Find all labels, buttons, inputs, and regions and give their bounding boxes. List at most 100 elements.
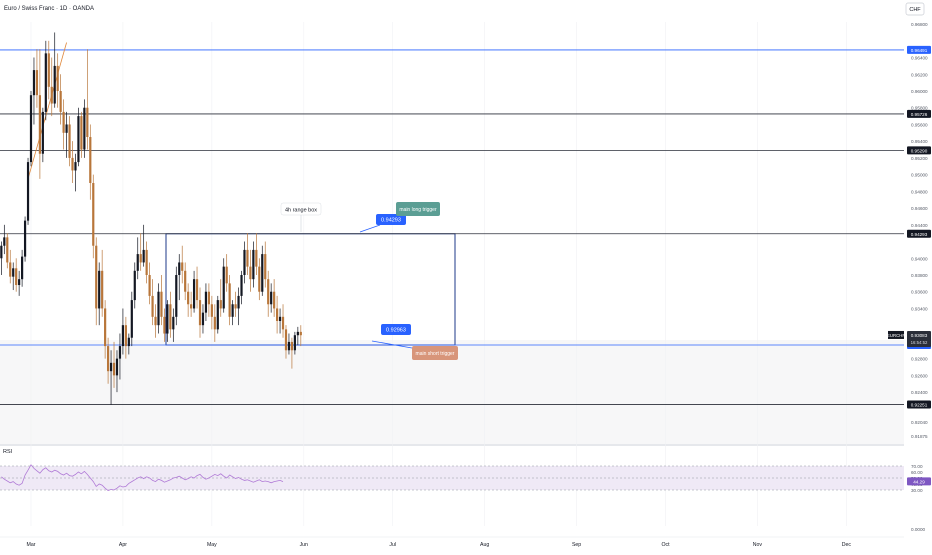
- candle-body[interactable]: [68, 124, 71, 158]
- candle-body[interactable]: [41, 111, 44, 154]
- short-trigger-note[interactable]: [412, 346, 458, 360]
- candle-body[interactable]: [21, 256, 24, 280]
- candle-body[interactable]: [299, 331, 302, 336]
- candle-body[interactable]: [275, 308, 279, 321]
- candle-body[interactable]: [130, 300, 133, 338]
- candle-body[interactable]: [89, 137, 92, 183]
- candle-body[interactable]: [80, 116, 83, 150]
- candle-body[interactable]: [255, 249, 258, 267]
- candle-body[interactable]: [23, 220, 27, 257]
- candle-body[interactable]: [38, 95, 41, 154]
- long-trigger-note[interactable]: [396, 202, 440, 216]
- candle-body[interactable]: [213, 316, 216, 330]
- candle-body[interactable]: [127, 337, 130, 347]
- candle-body[interactable]: [50, 86, 53, 104]
- candle-body[interactable]: [225, 266, 228, 284]
- candle-body[interactable]: [95, 245, 98, 309]
- candle-body[interactable]: [53, 65, 56, 104]
- candle-body[interactable]: [62, 111, 65, 133]
- candle-body[interactable]: [278, 316, 282, 321]
- candle-body[interactable]: [0, 245, 3, 259]
- candle-body[interactable]: [249, 266, 252, 280]
- candle-body[interactable]: [246, 249, 249, 267]
- candle-body[interactable]: [112, 362, 116, 376]
- candle-body[interactable]: [104, 308, 107, 347]
- currency-button[interactable]: [905, 2, 925, 16]
- time-axis[interactable]: Mar Apr May Jun Jul Aug Sep Oct Nov Dec: [0, 536, 904, 548]
- price-axis[interactable]: 0.96800 0.96400 0.96200 0.96000 0.95800 0.956…: [887, 0, 932, 550]
- candle-body[interactable]: [6, 237, 9, 263]
- candle-body[interactable]: [77, 116, 80, 163]
- candle-body[interactable]: [136, 254, 139, 271]
- candle-body[interactable]: [47, 53, 50, 87]
- candle-body[interactable]: [15, 268, 18, 286]
- candle-body[interactable]: [287, 341, 291, 351]
- candle-body[interactable]: [101, 270, 104, 309]
- candle-body[interactable]: [228, 283, 231, 317]
- candle-body[interactable]: [198, 300, 202, 326]
- candle-body[interactable]: [32, 70, 36, 96]
- candle-body[interactable]: [201, 312, 205, 326]
- candle-body[interactable]: [35, 70, 39, 96]
- candle-body[interactable]: [26, 162, 30, 221]
- candle-body[interactable]: [187, 291, 190, 305]
- candle-body[interactable]: [106, 346, 110, 372]
- candle-body[interactable]: [172, 316, 175, 330]
- candle-body[interactable]: [83, 107, 86, 150]
- candle-body[interactable]: [118, 346, 122, 359]
- short-trigger-price-tag[interactable]: [381, 324, 411, 335]
- candle-body[interactable]: [195, 279, 199, 301]
- candle-body[interactable]: [284, 329, 288, 351]
- candle-body[interactable]: [163, 316, 166, 334]
- candle-body[interactable]: [29, 95, 33, 163]
- candle-body[interactable]: [240, 275, 243, 296]
- candle-body[interactable]: [145, 249, 148, 275]
- candle-body[interactable]: [157, 291, 160, 326]
- candle-body[interactable]: [270, 291, 273, 305]
- candle-body[interactable]: [56, 65, 59, 91]
- candle-body[interactable]: [192, 279, 196, 309]
- candle-body[interactable]: [293, 335, 296, 351]
- candle-body[interactable]: [261, 254, 264, 292]
- candle-body[interactable]: [71, 157, 74, 171]
- candle-body[interactable]: [290, 341, 294, 351]
- candle-body[interactable]: [115, 358, 119, 376]
- candle-body[interactable]: [234, 304, 237, 309]
- candle-body[interactable]: [18, 279, 21, 286]
- price-axis-bg[interactable]: [906, 0, 932, 550]
- candle-body[interactable]: [296, 331, 299, 336]
- candle-body[interactable]: [267, 279, 270, 305]
- candle-body[interactable]: [44, 53, 47, 112]
- candle-body[interactable]: [124, 325, 127, 347]
- candle-body[interactable]: [231, 304, 234, 317]
- candle-body[interactable]: [166, 304, 169, 334]
- candle-body[interactable]: [184, 270, 187, 292]
- candle-body[interactable]: [65, 124, 68, 133]
- candle-body[interactable]: [133, 270, 136, 301]
- candle-body[interactable]: [3, 237, 6, 246]
- trend-line[interactable]: [27, 42, 67, 179]
- candle-body[interactable]: [178, 262, 181, 275]
- candle-body[interactable]: [139, 254, 142, 263]
- candle-body[interactable]: [142, 249, 145, 263]
- candle-body[interactable]: [216, 300, 219, 330]
- candle-body[interactable]: [109, 362, 113, 372]
- candle-body[interactable]: [258, 266, 261, 292]
- candle-body[interactable]: [74, 162, 77, 171]
- rsi-line[interactable]: [1, 464, 284, 492]
- candle-body[interactable]: [148, 275, 151, 296]
- candle-body[interactable]: [210, 304, 213, 317]
- candle-body[interactable]: [222, 266, 225, 309]
- candle-body[interactable]: [121, 325, 125, 347]
- candle-body[interactable]: [175, 275, 178, 317]
- candle-body[interactable]: [190, 304, 193, 309]
- candle-body[interactable]: [204, 291, 208, 313]
- candle-body[interactable]: [92, 183, 95, 246]
- candle-body[interactable]: [281, 316, 285, 330]
- candle-body[interactable]: [12, 268, 15, 277]
- candle-body[interactable]: [86, 107, 89, 137]
- candle-body[interactable]: [59, 91, 62, 112]
- candle-body[interactable]: [151, 295, 154, 317]
- candle-body[interactable]: [264, 254, 267, 280]
